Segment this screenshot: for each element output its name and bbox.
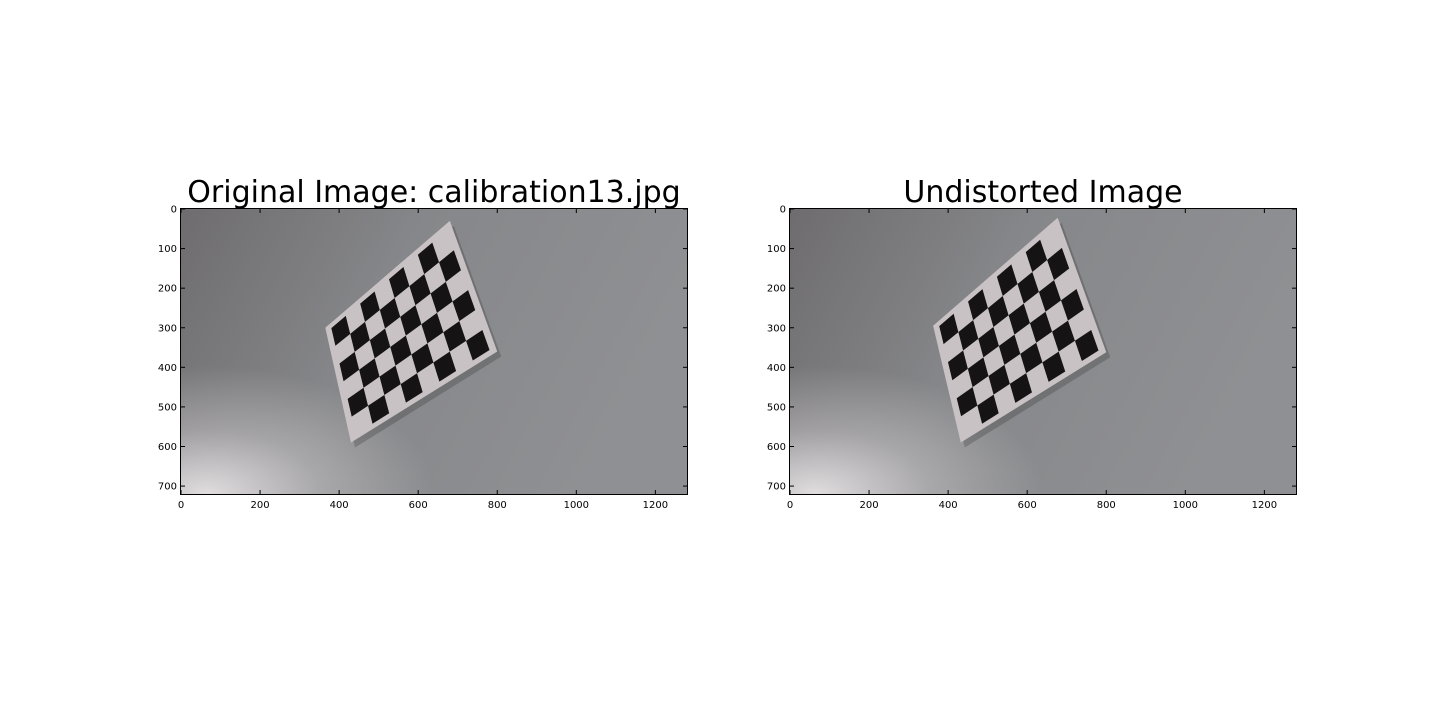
checker-square	[1025, 239, 1048, 272]
checker-square	[411, 343, 434, 374]
checker-square	[360, 291, 380, 322]
y-tick-label: 300	[767, 323, 786, 334]
x-tick-label: 800	[488, 500, 507, 511]
y-tick-label: 600	[767, 442, 786, 453]
checker-square	[1009, 373, 1032, 403]
checker-square	[347, 387, 369, 417]
y-tick-label: 0	[780, 205, 786, 216]
checker-square	[1029, 311, 1053, 343]
checker-square	[433, 351, 457, 382]
checker-square	[1042, 351, 1066, 382]
checker-square	[1047, 247, 1070, 281]
checker-square	[1061, 288, 1084, 321]
checker-square	[400, 373, 423, 403]
axis-ticks: 0 200 400 600 800 1000 1200 0 100 200 300 400 500 600…	[158, 205, 687, 511]
checker-square	[390, 335, 412, 366]
checker-square	[443, 321, 467, 352]
checker-square	[400, 305, 422, 336]
y-tick-label: 200	[767, 284, 786, 295]
x-tick-label: 400	[330, 500, 349, 511]
x-tick-label: 1000	[564, 500, 589, 511]
x-tick-label: 0	[787, 500, 793, 511]
y-tick-label: 500	[767, 402, 786, 413]
checker-square	[389, 267, 410, 299]
x-tick-label: 400	[939, 500, 958, 511]
x-tick-label: 600	[1018, 500, 1037, 511]
checker-square	[978, 327, 999, 358]
checker-square	[988, 364, 1010, 395]
x-tick-label: 200	[860, 500, 879, 511]
photo-image	[181, 209, 687, 494]
y-tick-label: 100	[767, 244, 786, 255]
y-tick-label: 400	[767, 363, 786, 374]
axis-ticks: 0 200 400 600 800 1000 1200 0 100 200 300 400 500 600…	[767, 205, 1296, 511]
checker-square	[1020, 342, 1043, 374]
checker-square	[452, 290, 476, 322]
photo-image	[790, 209, 1296, 494]
y-tick-label: 400	[158, 363, 177, 374]
x-tick-label: 1000	[1173, 500, 1198, 511]
y-tick-label: 700	[158, 482, 177, 493]
x-tick-label: 0	[178, 500, 184, 511]
checker-square	[339, 351, 360, 382]
checker-square	[379, 365, 401, 395]
checker-squares	[939, 239, 1099, 424]
checker-square	[439, 250, 461, 282]
x-tick-label: 1200	[1252, 500, 1277, 511]
y-tick-label: 600	[158, 442, 177, 453]
y-tick-label: 500	[158, 402, 177, 413]
checker-square	[1008, 303, 1030, 335]
left-panel: Original Image: calibration13.jpg 0 200 40…	[158, 175, 688, 518]
checker-square	[956, 387, 978, 417]
image-axes	[789, 208, 1297, 495]
checker-square	[350, 321, 370, 352]
checker-square	[379, 298, 401, 329]
checker-square	[1017, 271, 1039, 304]
y-tick-label: 100	[158, 244, 177, 255]
checker-square	[1052, 320, 1075, 352]
checker-square	[977, 394, 999, 424]
calibration-board	[325, 220, 498, 443]
x-tick-label: 600	[409, 500, 428, 511]
y-tick-label: 0	[171, 205, 177, 216]
panel-title: Original Image: calibration13.jpg	[187, 175, 681, 210]
x-tick-label: 800	[1097, 500, 1116, 511]
checker-square	[417, 242, 440, 275]
checker-square	[421, 312, 444, 344]
checker-square	[947, 350, 968, 381]
checker-square	[359, 358, 380, 388]
checker-square	[1074, 330, 1099, 362]
checker-square	[996, 264, 1018, 297]
checker-square	[998, 334, 1021, 365]
x-tick-label: 200	[251, 500, 270, 511]
checker-square	[331, 315, 351, 346]
checker-square	[939, 313, 959, 345]
panel-title: Undistorted Image	[903, 175, 1183, 210]
y-tick-label: 300	[158, 323, 177, 334]
checker-square	[466, 330, 490, 361]
right-panel: Undistorted Image 0 200 400 600 800 1000 1200 0…	[767, 175, 1297, 518]
y-tick-label: 700	[767, 482, 786, 493]
checker-square	[409, 274, 431, 306]
y-tick-label: 200	[158, 284, 177, 295]
checker-square	[968, 289, 988, 321]
image-axes	[180, 208, 688, 495]
x-tick-label: 1200	[643, 500, 668, 511]
checker-square	[967, 357, 989, 388]
checker-square	[1038, 280, 1062, 312]
checker-square	[368, 394, 390, 424]
checker-squares	[331, 242, 490, 424]
checker-square	[958, 320, 979, 351]
checker-square	[430, 281, 453, 313]
checker-square	[369, 328, 391, 359]
checker-square	[987, 296, 1009, 328]
